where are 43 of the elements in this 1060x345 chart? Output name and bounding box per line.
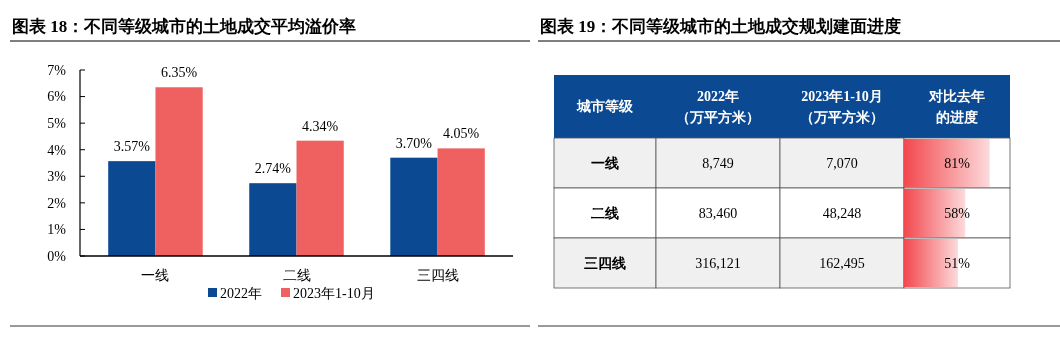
text: 7,070	[826, 155, 858, 171]
x-axis-title: 对比去年的进度	[928, 89, 985, 126]
text: 83,460	[698, 205, 738, 221]
text: 城市等级	[576, 98, 634, 115]
text: 图表 19：不同等级城市的土地成交规划建面进度	[540, 17, 902, 36]
y-tick-label: 6%	[47, 89, 67, 105]
data-label: 58%	[944, 205, 971, 221]
bar	[437, 148, 485, 256]
bar	[296, 140, 344, 256]
text: 316,121	[695, 255, 741, 271]
x-tick-label: 二线	[282, 268, 311, 283]
category-label: 2023年1-10月（万平方米）	[800, 89, 884, 126]
data-label: 51%	[944, 255, 971, 271]
text: 48,248	[822, 205, 862, 221]
category-label: 二线	[591, 205, 619, 221]
bar	[155, 87, 203, 256]
chart-title: 图表 18：不同等级城市的土地成交平均溢价率	[12, 17, 357, 36]
data-label: 2.74%	[254, 161, 292, 177]
y-tick-label: 1%	[47, 222, 67, 238]
data-label: 3.70%	[395, 135, 433, 151]
data-label: 4.05%	[443, 126, 480, 142]
y-tick-label: 5%	[47, 116, 67, 132]
y-tick-label: 4%	[47, 142, 67, 158]
category-label: 三四线	[584, 255, 626, 271]
legend-label: 2022年	[220, 286, 262, 301]
bar	[390, 157, 438, 256]
y-tick-label: 7%	[47, 62, 67, 78]
data-label: 6.35%	[161, 65, 198, 81]
x-tick-label: 一线	[141, 268, 170, 283]
y-tick-label: 3%	[47, 169, 67, 185]
legend-label: 2023年1-10月	[293, 286, 375, 301]
bar	[249, 183, 297, 256]
data-label: 3.57%	[113, 139, 151, 155]
text: 8,749	[702, 155, 734, 171]
data-label: 81%	[944, 155, 971, 171]
category-label: 一线	[591, 155, 619, 171]
category-label: 2022年（万平方米）	[676, 89, 760, 126]
x-tick-label: 三四线	[416, 268, 459, 283]
bar	[108, 161, 156, 256]
data-label: 4.34%	[302, 118, 339, 134]
text: 162,495	[819, 255, 865, 271]
y-tick-label: 0%	[47, 248, 67, 264]
y-tick-label: 2%	[47, 195, 67, 211]
